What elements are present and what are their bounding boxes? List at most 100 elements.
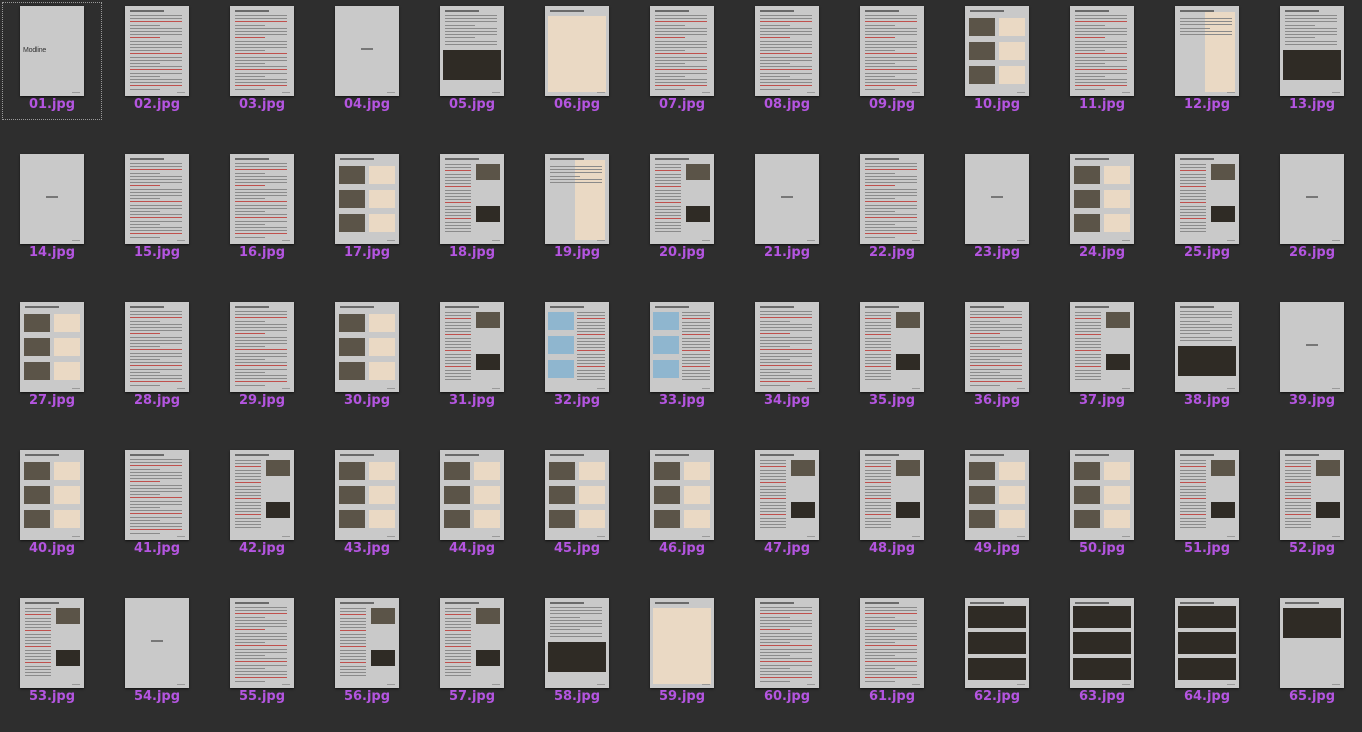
file-name-label[interactable]: 47.jpg	[763, 541, 811, 556]
file-tile-45[interactable]: 45.jpg	[525, 444, 629, 584]
file-name-label[interactable]: 08.jpg	[763, 97, 811, 112]
file-name-label[interactable]: 64.jpg	[1183, 689, 1231, 704]
file-tile-38[interactable]: 38.jpg	[1155, 296, 1259, 436]
file-tile-13[interactable]: 13.jpg	[1260, 0, 1362, 140]
file-name-label[interactable]: 22.jpg	[868, 245, 916, 260]
file-name-label[interactable]: 60.jpg	[763, 689, 811, 704]
file-name-label[interactable]: 15.jpg	[133, 245, 181, 260]
file-tile-21[interactable]: 21.jpg	[735, 148, 839, 288]
file-name-label[interactable]: 24.jpg	[1078, 245, 1126, 260]
file-name-label[interactable]: 09.jpg	[868, 97, 916, 112]
file-tile-61[interactable]: 61.jpg	[840, 592, 944, 732]
file-name-label[interactable]: 39.jpg	[1288, 393, 1336, 408]
file-tile-12[interactable]: 12.jpg	[1155, 0, 1259, 140]
file-name-label[interactable]: 17.jpg	[343, 245, 391, 260]
file-name-label[interactable]: 20.jpg	[658, 245, 706, 260]
file-tile-32[interactable]: 32.jpg	[525, 296, 629, 436]
file-name-label[interactable]: 45.jpg	[553, 541, 601, 556]
file-tile-18[interactable]: 18.jpg	[420, 148, 524, 288]
file-name-label[interactable]: 12.jpg	[1183, 97, 1231, 112]
file-tile-44[interactable]: 44.jpg	[420, 444, 524, 584]
file-tile-47[interactable]: 47.jpg	[735, 444, 839, 584]
file-name-label[interactable]: 51.jpg	[1183, 541, 1231, 556]
file-name-label[interactable]: 37.jpg	[1078, 393, 1126, 408]
file-name-label[interactable]: 59.jpg	[658, 689, 706, 704]
file-name-label[interactable]: 61.jpg	[868, 689, 916, 704]
file-name-label[interactable]: 48.jpg	[868, 541, 916, 556]
file-tile-33[interactable]: 33.jpg	[630, 296, 734, 436]
file-tile-64[interactable]: 64.jpg	[1155, 592, 1259, 732]
file-name-label[interactable]: 54.jpg	[133, 689, 181, 704]
file-tile-42[interactable]: 42.jpg	[210, 444, 314, 584]
file-tile-30[interactable]: 30.jpg	[315, 296, 419, 436]
file-tile-57[interactable]: 57.jpg	[420, 592, 524, 732]
file-tile-28[interactable]: 28.jpg	[105, 296, 209, 436]
file-name-label[interactable]: 56.jpg	[343, 689, 391, 704]
file-name-label[interactable]: 55.jpg	[238, 689, 286, 704]
file-tile-49[interactable]: 49.jpg	[945, 444, 1049, 584]
file-tile-17[interactable]: 17.jpg	[315, 148, 419, 288]
file-name-label[interactable]: 53.jpg	[28, 689, 76, 704]
file-tile-02[interactable]: 02.jpg	[105, 0, 209, 140]
file-tile-03[interactable]: 03.jpg	[210, 0, 314, 140]
file-tile-07[interactable]: 07.jpg	[630, 0, 734, 140]
file-name-label[interactable]: 26.jpg	[1288, 245, 1336, 260]
file-name-label[interactable]: 36.jpg	[973, 393, 1021, 408]
file-tile-05[interactable]: 05.jpg	[420, 0, 524, 140]
file-name-label[interactable]: 58.jpg	[553, 689, 601, 704]
file-tile-31[interactable]: 31.jpg	[420, 296, 524, 436]
file-tile-52[interactable]: 52.jpg	[1260, 444, 1362, 584]
file-tile-55[interactable]: 55.jpg	[210, 592, 314, 732]
file-name-label[interactable]: 35.jpg	[868, 393, 916, 408]
file-tile-51[interactable]: 51.jpg	[1155, 444, 1259, 584]
file-name-label[interactable]: 13.jpg	[1288, 97, 1336, 112]
file-name-label[interactable]: 03.jpg	[238, 97, 286, 112]
file-name-label[interactable]: 40.jpg	[28, 541, 76, 556]
file-tile-40[interactable]: 40.jpg	[0, 444, 104, 584]
file-name-label[interactable]: 18.jpg	[448, 245, 496, 260]
file-tile-19[interactable]: 19.jpg	[525, 148, 629, 288]
file-name-label[interactable]: 33.jpg	[658, 393, 706, 408]
file-tile-43[interactable]: 43.jpg	[315, 444, 419, 584]
file-tile-39[interactable]: 39.jpg	[1260, 296, 1362, 436]
file-name-label[interactable]: 46.jpg	[658, 541, 706, 556]
file-name-label[interactable]: 30.jpg	[343, 393, 391, 408]
file-tile-23[interactable]: 23.jpg	[945, 148, 1049, 288]
file-tile-59[interactable]: 59.jpg	[630, 592, 734, 732]
file-tile-22[interactable]: 22.jpg	[840, 148, 944, 288]
file-tile-41[interactable]: 41.jpg	[105, 444, 209, 584]
file-name-label[interactable]: 34.jpg	[763, 393, 811, 408]
file-name-label[interactable]: 41.jpg	[133, 541, 181, 556]
file-tile-36[interactable]: 36.jpg	[945, 296, 1049, 436]
file-tile-20[interactable]: 20.jpg	[630, 148, 734, 288]
file-name-label[interactable]: 04.jpg	[343, 97, 391, 112]
file-tile-09[interactable]: 09.jpg	[840, 0, 944, 140]
file-tile-46[interactable]: 46.jpg	[630, 444, 734, 584]
file-tile-34[interactable]: 34.jpg	[735, 296, 839, 436]
file-name-label[interactable]: 38.jpg	[1183, 393, 1231, 408]
file-name-label[interactable]: 44.jpg	[448, 541, 496, 556]
file-name-label[interactable]: 49.jpg	[973, 541, 1021, 556]
file-name-label[interactable]: 63.jpg	[1078, 689, 1126, 704]
file-tile-26[interactable]: 26.jpg	[1260, 148, 1362, 288]
file-tile-37[interactable]: 37.jpg	[1050, 296, 1154, 436]
file-tile-35[interactable]: 35.jpg	[840, 296, 944, 436]
file-tile-06[interactable]: 06.jpg	[525, 0, 629, 140]
file-tile-15[interactable]: 15.jpg	[105, 148, 209, 288]
file-tile-24[interactable]: 24.jpg	[1050, 148, 1154, 288]
file-name-label[interactable]: 05.jpg	[448, 97, 496, 112]
file-name-label[interactable]: 32.jpg	[553, 393, 601, 408]
file-name-label[interactable]: 21.jpg	[763, 245, 811, 260]
file-tile-11[interactable]: 11.jpg	[1050, 0, 1154, 140]
file-tile-53[interactable]: 53.jpg	[0, 592, 104, 732]
file-name-label[interactable]: 52.jpg	[1288, 541, 1336, 556]
file-tile-01[interactable]: Modline 01.jpg	[0, 0, 104, 140]
file-name-label[interactable]: 06.jpg	[553, 97, 601, 112]
file-name-label[interactable]: 07.jpg	[658, 97, 706, 112]
file-tile-60[interactable]: 60.jpg	[735, 592, 839, 732]
file-name-label[interactable]: 65.jpg	[1288, 689, 1336, 704]
file-name-label[interactable]: 02.jpg	[133, 97, 181, 112]
file-tile-63[interactable]: 63.jpg	[1050, 592, 1154, 732]
file-name-label[interactable]: 28.jpg	[133, 393, 181, 408]
file-tile-62[interactable]: 62.jpg	[945, 592, 1049, 732]
